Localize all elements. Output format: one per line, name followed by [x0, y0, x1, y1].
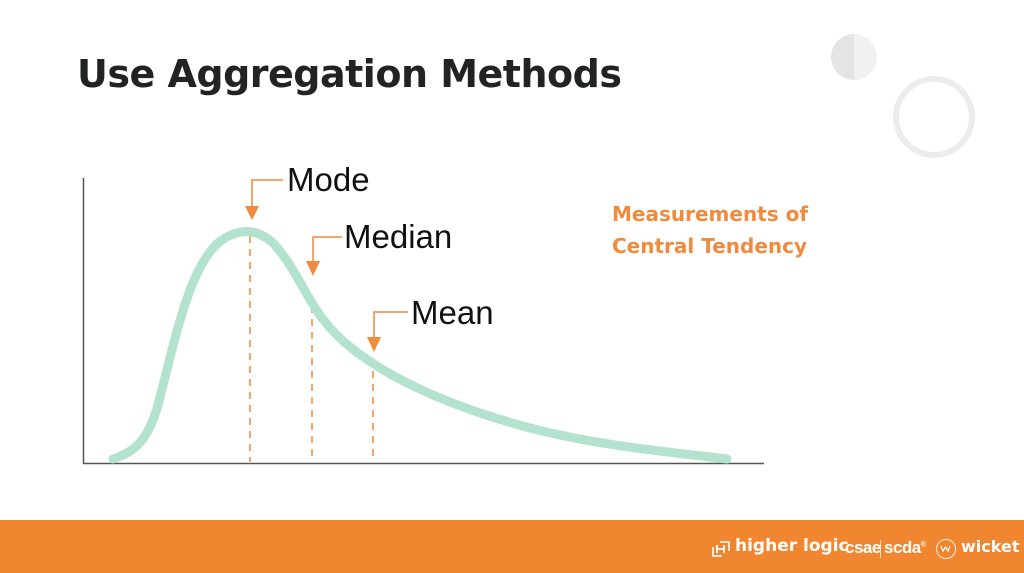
decorative-half-circle	[831, 34, 877, 80]
mean-label: Mean	[411, 294, 494, 331]
side-note-line-1: Measurements of	[612, 202, 809, 226]
side-note-line-2: Central Tendency	[612, 234, 808, 258]
higher-logic-logo-icon	[712, 541, 730, 557]
slide-title: Use Aggregation Methods	[77, 52, 622, 96]
median-pointer-icon	[306, 236, 342, 276]
wicket-logo-icon	[936, 539, 956, 559]
higher-logic-logo: higher logic	[735, 536, 849, 556]
decorative-ring	[893, 76, 975, 158]
scda-logo: scda®	[884, 538, 926, 557]
logo-divider	[880, 540, 881, 558]
median-label: Median	[344, 218, 453, 255]
mean-pointer-icon	[367, 311, 408, 352]
wicket-logo: wicket	[961, 537, 1020, 556]
distribution-chart	[82, 178, 764, 465]
mode-pointer-icon	[245, 179, 283, 220]
csae-logo: csae	[845, 538, 881, 557]
distribution-curve	[108, 227, 732, 464]
footer-bar	[0, 520, 1024, 573]
central-tendency-note: Measurements of Central Tendency	[612, 198, 808, 262]
mode-label: Mode	[287, 161, 370, 198]
